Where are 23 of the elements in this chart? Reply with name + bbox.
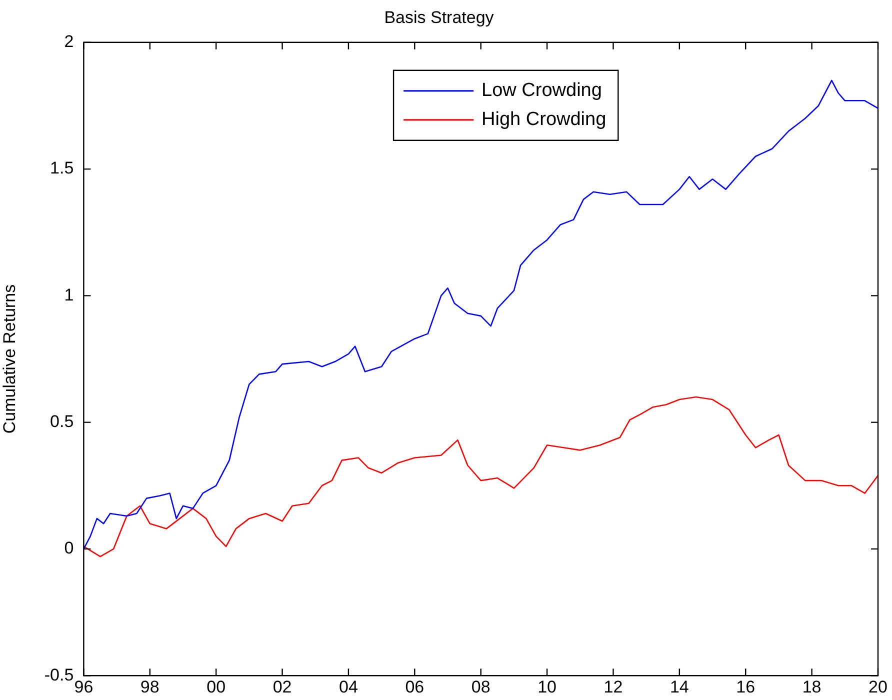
y-tick-label: 2 [64, 32, 74, 52]
x-tick-label: 14 [670, 677, 689, 696]
x-tick-label: 08 [471, 677, 490, 696]
x-tick-label: 16 [736, 677, 756, 696]
x-tick-label: 04 [339, 677, 358, 696]
x-tick-label: 12 [604, 677, 623, 696]
y-tick-label: 0 [64, 538, 74, 558]
x-tick-label: 10 [538, 677, 556, 696]
x-tick-label: 06 [405, 677, 424, 696]
y-tick-label: 1 [64, 285, 74, 304]
x-tick-label: 18 [802, 677, 822, 696]
x-tick-label: 20 [868, 677, 888, 696]
legend-label: High Crowding [482, 109, 606, 130]
x-tick-label: 02 [272, 677, 292, 696]
x-tick-label: 98 [140, 677, 160, 696]
x-tick-label: 00 [206, 677, 226, 696]
y-axis-title: Cumulative Returns [0, 284, 19, 434]
chart-title: Basis Strategy [384, 8, 494, 27]
y-tick-label: 1.5 [50, 158, 74, 178]
y-tick-label: -0.5 [44, 665, 74, 684]
y-tick-label: 0.5 [50, 412, 74, 432]
legend-label: Low Crowding [482, 80, 602, 102]
x-tick-label: 96 [74, 677, 94, 696]
